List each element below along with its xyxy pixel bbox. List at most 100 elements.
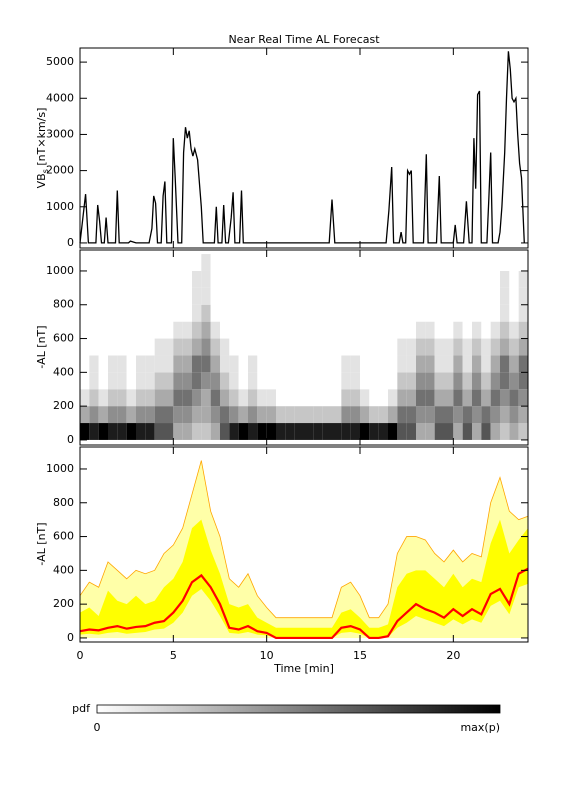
heat-cell — [341, 406, 351, 424]
y-axis-label: -AL [nT] — [35, 522, 48, 565]
heat-cell — [126, 321, 136, 339]
heat-cell — [453, 270, 463, 288]
heat-cell — [434, 338, 444, 356]
heat-cell — [360, 270, 370, 288]
heat-cell — [248, 372, 258, 390]
heat-cell — [108, 287, 118, 305]
heat-cell — [136, 338, 146, 356]
heat-cell — [173, 338, 183, 356]
heat-cell — [406, 372, 416, 390]
heat-cell — [117, 423, 127, 440]
median-line — [79, 567, 529, 640]
heat-cell — [341, 338, 351, 356]
heat-cell — [238, 389, 248, 407]
heat-cell — [341, 372, 351, 390]
heat-cell — [518, 406, 528, 424]
heat-cell — [266, 406, 276, 424]
heat-cell — [304, 423, 314, 440]
heat-cell — [472, 406, 482, 424]
heat-cell — [201, 254, 211, 271]
heat-cell — [416, 389, 426, 407]
heat-cell — [89, 389, 99, 407]
heat-cell — [481, 372, 491, 390]
heat-cell — [304, 304, 314, 322]
heat-cell — [285, 304, 295, 322]
heat-cell — [462, 423, 472, 440]
heat-cell — [388, 406, 398, 424]
heat-cell — [434, 254, 444, 271]
heat-cell — [509, 372, 519, 390]
heat-cell — [360, 406, 370, 424]
heat-cell — [509, 338, 519, 356]
heat-cell — [462, 389, 472, 407]
heat-cell — [518, 321, 528, 339]
heat-cell — [238, 270, 248, 288]
heat-cell — [462, 254, 472, 271]
heat-cell — [322, 355, 332, 373]
heat-cell — [332, 304, 342, 322]
heat-cell — [444, 355, 454, 373]
y-tick-label: 0 — [67, 433, 74, 446]
heat-cell — [350, 270, 360, 288]
heat-cell — [266, 372, 276, 390]
heat-cell — [406, 321, 416, 339]
heat-cell — [201, 270, 211, 288]
heat-cell — [80, 254, 90, 271]
heat-cell — [164, 372, 174, 390]
heat-cell — [126, 338, 136, 356]
colorbar — [96, 704, 501, 714]
heat-cell — [378, 355, 388, 373]
heat-cell — [201, 389, 211, 407]
heat-cell — [145, 355, 155, 373]
heat-cell — [425, 270, 435, 288]
heat-cell — [238, 423, 248, 440]
heat-cell — [229, 338, 239, 356]
heat-cell — [360, 355, 370, 373]
heat-cell — [182, 423, 192, 440]
heat-cell — [425, 338, 435, 356]
heat-cell — [490, 423, 500, 440]
heat-cell — [98, 406, 108, 424]
heat-cell — [509, 406, 519, 424]
y-tick-label: 2000 — [46, 164, 74, 177]
heat-cell — [294, 321, 304, 339]
heat-cell — [98, 270, 108, 288]
heat-cell — [154, 372, 164, 390]
heat-cell — [453, 406, 463, 424]
y-label-main: VB — [35, 173, 48, 188]
heat-cell — [89, 338, 99, 356]
heat-cell — [285, 355, 295, 373]
heat-cell — [117, 389, 127, 407]
heat-cell — [490, 355, 500, 373]
heat-cell — [434, 270, 444, 288]
heat-cell — [201, 338, 211, 356]
heat-cell — [248, 423, 258, 440]
heat-cell — [257, 389, 267, 407]
heat-cell — [192, 423, 202, 440]
heat-cell — [500, 338, 510, 356]
heat-cell — [210, 372, 220, 390]
heat-cell — [350, 372, 360, 390]
heat-cell — [220, 355, 230, 373]
heat-cell — [360, 254, 370, 271]
heat-cell — [500, 270, 510, 288]
y-tick-label: 200 — [53, 399, 74, 412]
y-tick-label: 4000 — [46, 91, 74, 104]
heat-cell — [98, 338, 108, 356]
heat-cell — [201, 321, 211, 339]
heat-cell — [238, 338, 248, 356]
heat-cell — [322, 321, 332, 339]
heat-cell — [229, 321, 239, 339]
heat-cell — [192, 287, 202, 305]
heat-cell — [173, 389, 183, 407]
data-line — [79, 51, 525, 244]
heat-cell — [80, 372, 90, 390]
heat-cell — [80, 287, 90, 305]
heat-cell — [444, 389, 454, 407]
heat-cell — [108, 270, 118, 288]
heat-cell — [360, 372, 370, 390]
heat-cell — [154, 355, 164, 373]
heat-cell — [238, 406, 248, 424]
y-tick-label: 1000 — [46, 264, 74, 277]
